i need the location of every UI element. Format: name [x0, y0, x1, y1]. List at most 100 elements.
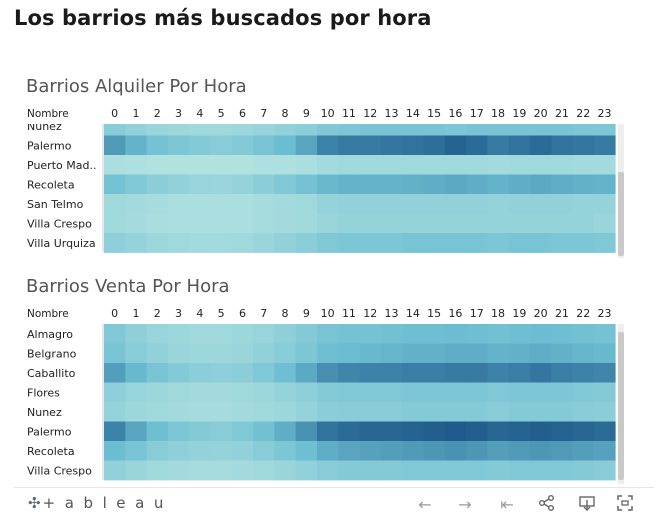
- heat-cell[interactable]: [104, 194, 126, 214]
- heat-cell[interactable]: [189, 343, 211, 364]
- heat-cell[interactable]: [317, 155, 339, 175]
- heat-cell[interactable]: [338, 233, 360, 253]
- heat-cell[interactable]: [402, 155, 424, 175]
- heat-cell[interactable]: [423, 441, 446, 461]
- heat-cell[interactable]: [572, 421, 595, 442]
- heat-cell[interactable]: [359, 174, 382, 195]
- heat-cell[interactable]: [551, 213, 573, 234]
- heat-cell[interactable]: [231, 402, 254, 422]
- heat-cell[interactable]: [104, 343, 126, 364]
- heat-cell[interactable]: [444, 382, 467, 403]
- heat-cell[interactable]: [274, 155, 297, 175]
- heat-cell[interactable]: [402, 233, 424, 253]
- heat-cell[interactable]: [466, 421, 488, 442]
- heat-cell[interactable]: [274, 382, 297, 403]
- heat-cell[interactable]: [402, 135, 424, 156]
- heat-cell[interactable]: [189, 116, 211, 136]
- heat-cell[interactable]: [253, 441, 275, 461]
- heat-cell[interactable]: [508, 402, 531, 422]
- heat-cell[interactable]: [402, 421, 424, 442]
- heat-cell[interactable]: [551, 324, 573, 344]
- heat-cell[interactable]: [338, 421, 360, 442]
- heat-cell[interactable]: [253, 174, 275, 195]
- heat-cell[interactable]: [359, 135, 382, 156]
- heat-cell[interactable]: [402, 194, 424, 214]
- heat-cell[interactable]: [593, 213, 616, 234]
- heat-cell[interactable]: [167, 402, 190, 422]
- heat-cell[interactable]: [295, 402, 318, 422]
- heat-cell[interactable]: [146, 194, 169, 214]
- heat-cell[interactable]: [167, 155, 190, 175]
- heat-cell[interactable]: [295, 363, 318, 383]
- heat-cell[interactable]: [125, 363, 147, 383]
- heat-cell[interactable]: [146, 213, 169, 234]
- heat-cell[interactable]: [402, 441, 424, 461]
- heat-cell[interactable]: [508, 116, 531, 136]
- heat-cell[interactable]: [104, 324, 126, 344]
- heat-cell[interactable]: [253, 421, 275, 442]
- heat-cell[interactable]: [210, 382, 233, 403]
- heat-cell[interactable]: [231, 233, 254, 253]
- row-label[interactable]: Puerto Mad..: [27, 159, 96, 172]
- heat-cell[interactable]: [189, 382, 211, 403]
- heat-cell[interactable]: [295, 382, 318, 403]
- heat-cell[interactable]: [487, 363, 510, 383]
- heat-cell[interactable]: [593, 421, 616, 442]
- heat-cell[interactable]: [402, 213, 424, 234]
- heat-cell[interactable]: [104, 213, 126, 234]
- heat-cell[interactable]: [466, 363, 488, 383]
- heat-cell[interactable]: [104, 155, 126, 175]
- heat-cell[interactable]: [402, 343, 424, 364]
- heat-cell[interactable]: [466, 324, 488, 344]
- heat-cell[interactable]: [444, 213, 467, 234]
- heat-cell[interactable]: [423, 194, 446, 214]
- heat-cell[interactable]: [487, 402, 510, 422]
- heat-cell[interactable]: [210, 233, 233, 253]
- heat-cell[interactable]: [572, 382, 595, 403]
- heat-cell[interactable]: [167, 363, 190, 383]
- heat-cell[interactable]: [104, 402, 126, 422]
- heat-cell[interactable]: [189, 324, 211, 344]
- heat-cell[interactable]: [466, 155, 488, 175]
- heat-cell[interactable]: [189, 460, 211, 481]
- heat-cell[interactable]: [466, 213, 488, 234]
- heat-cell[interactable]: [508, 382, 531, 403]
- heat-cell[interactable]: [508, 233, 531, 253]
- heat-cell[interactable]: [380, 116, 403, 136]
- heat-cell[interactable]: [125, 194, 147, 214]
- row-label[interactable]: Villa Urquiza: [27, 237, 96, 250]
- heat-cell[interactable]: [167, 135, 190, 156]
- heat-cell[interactable]: [530, 441, 552, 461]
- heat-cell[interactable]: [551, 135, 573, 156]
- row-label[interactable]: Villa Crespo: [27, 464, 92, 477]
- heat-cell[interactable]: [593, 343, 616, 364]
- heat-cell[interactable]: [295, 135, 318, 156]
- heat-cell[interactable]: [146, 155, 169, 175]
- heat-cell[interactable]: [231, 363, 254, 383]
- heat-cell[interactable]: [189, 402, 211, 422]
- heat-cell[interactable]: [146, 460, 169, 481]
- heat-cell[interactable]: [444, 460, 467, 481]
- redo-icon[interactable]: →: [458, 495, 472, 514]
- heat-cell[interactable]: [359, 116, 382, 136]
- heat-cell[interactable]: [359, 382, 382, 403]
- heat-cell[interactable]: [167, 194, 190, 214]
- heat-cell[interactable]: [551, 174, 573, 195]
- heat-cell[interactable]: [572, 213, 595, 234]
- heat-cell[interactable]: [125, 421, 147, 442]
- heat-cell[interactable]: [380, 402, 403, 422]
- heat-cell[interactable]: [359, 194, 382, 214]
- heat-cell[interactable]: [210, 441, 233, 461]
- heat-cell[interactable]: [295, 213, 318, 234]
- heat-cell[interactable]: [593, 194, 616, 214]
- heat-cell[interactable]: [125, 441, 147, 461]
- heat-cell[interactable]: [189, 135, 211, 156]
- heat-cell[interactable]: [466, 402, 488, 422]
- heat-cell[interactable]: [359, 402, 382, 422]
- heat-cell[interactable]: [338, 441, 360, 461]
- heat-cell[interactable]: [530, 213, 552, 234]
- heat-cell[interactable]: [253, 363, 275, 383]
- heat-cell[interactable]: [466, 233, 488, 253]
- heat-cell[interactable]: [530, 116, 552, 136]
- heat-cell[interactable]: [487, 233, 510, 253]
